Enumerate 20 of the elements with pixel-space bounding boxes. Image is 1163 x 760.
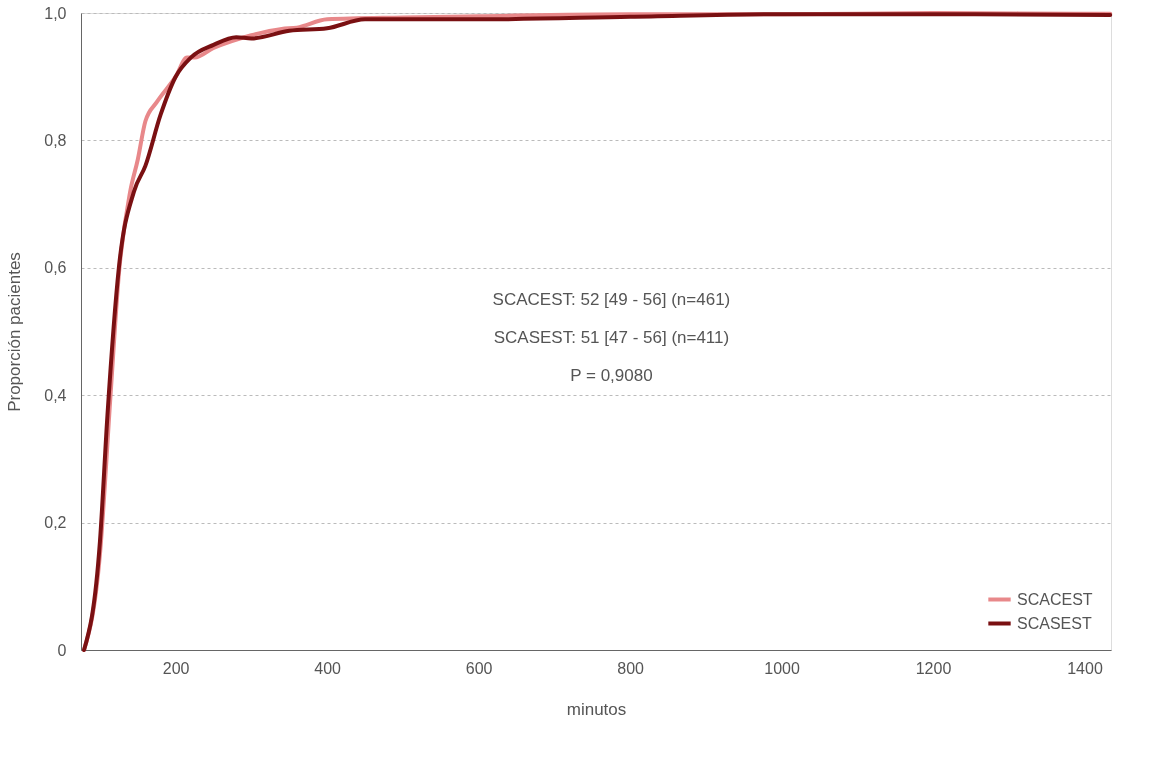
legend-label: SCACEST [1017,590,1093,608]
y-tick-label: 0,8 [44,131,67,149]
y-tick-label: 0,6 [44,259,67,277]
x-tick-label: 600 [465,659,493,677]
y-tick-label: 0 [57,641,67,659]
y-tick-label: 0,2 [44,514,67,532]
y-tick-label: 1,0 [44,4,67,22]
x-tick-label: 200 [162,659,190,677]
annotation: P = 0,9080 [570,366,653,385]
annotation: SCASEST: 51 [47 - 56] (n=411) [493,328,730,347]
x-tick-label: 1400 [1067,659,1103,677]
x-tick-label: 1000 [764,659,800,677]
x-tick-label: 400 [314,659,342,677]
annotation: SCACEST: 52 [49 - 56] (n=461) [492,290,731,309]
y-tick-label: 0,4 [44,386,67,404]
x-axis-title: minutos [566,699,627,719]
legend-label: SCASEST [1017,614,1092,632]
x-tick-label: 1200 [915,659,952,677]
x-tick-label: 800 [617,659,645,677]
y-axis-title: Proporción pacientes [5,252,25,412]
